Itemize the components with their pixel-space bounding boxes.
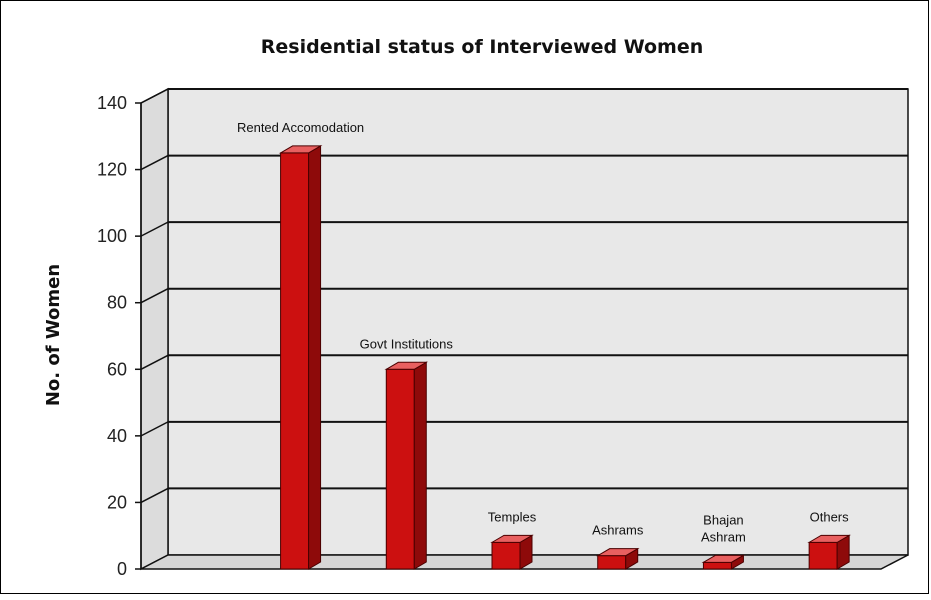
bar (807, 534, 851, 570)
category-label: Govt Institutions (360, 336, 454, 351)
bar-side (308, 145, 322, 570)
category-label-line: Ashram (701, 529, 746, 544)
bar-top (490, 534, 534, 543)
y-axis-ticks: 0 20 40 60 80 100 120 140 (97, 93, 127, 579)
bar (490, 534, 534, 570)
back-wall (167, 88, 909, 556)
bar-top (701, 554, 746, 563)
y-tick-label: 0 (117, 559, 127, 579)
category-label-line: Others (810, 509, 850, 524)
bars (278, 145, 851, 570)
category-label: Rented Accomodation (237, 120, 364, 135)
y-axis-label: No. of Women (43, 264, 64, 406)
y-tick-label: 120 (97, 160, 127, 180)
category-label-line: Bhajan (703, 512, 743, 527)
category-label: Bhajan Ashram (701, 512, 746, 544)
y-tick-label: 100 (97, 226, 127, 246)
bar-top (807, 534, 851, 543)
bar (384, 361, 429, 570)
y-tick-label: 80 (107, 293, 127, 313)
y-tick-label: 60 (107, 359, 127, 379)
gridline-side (140, 88, 169, 104)
gridline-side (140, 288, 169, 304)
y-tick-label: 40 (107, 426, 127, 446)
bar-front (597, 555, 627, 570)
bar-top (595, 548, 640, 557)
bar-side (413, 361, 427, 570)
category-label: Others (810, 509, 850, 524)
bar-front (280, 152, 310, 570)
plot-background (140, 87, 909, 571)
data-labels: Rented Accomodation Govt Institutions Temp… (237, 120, 849, 544)
bar (701, 554, 746, 570)
y-tick-label: 140 (97, 93, 127, 113)
y-tick-label: 20 (107, 492, 127, 512)
bar-front (808, 541, 838, 570)
category-label-line: Rented Accomodation (237, 120, 364, 135)
category-label-line: Temples (488, 509, 537, 524)
bar (278, 145, 323, 570)
bar-top (278, 145, 323, 154)
gridline-side (140, 421, 169, 437)
bar-front (491, 541, 521, 570)
bar-top (384, 361, 429, 370)
category-label: Ashrams (592, 523, 644, 538)
bar-front (385, 368, 415, 570)
gridline-side (140, 487, 169, 504)
gridline-side (140, 354, 169, 370)
category-label: Temples (488, 509, 537, 524)
gridline-side (140, 154, 169, 171)
chart-title: Residential status of Interviewed Women (261, 36, 704, 58)
bar-front (702, 561, 732, 570)
category-label-line: Ashrams (592, 523, 644, 538)
category-label-line: Govt Institutions (360, 336, 454, 351)
gridline-side (140, 221, 169, 237)
bar (595, 547, 640, 570)
side-wall (140, 87, 169, 571)
